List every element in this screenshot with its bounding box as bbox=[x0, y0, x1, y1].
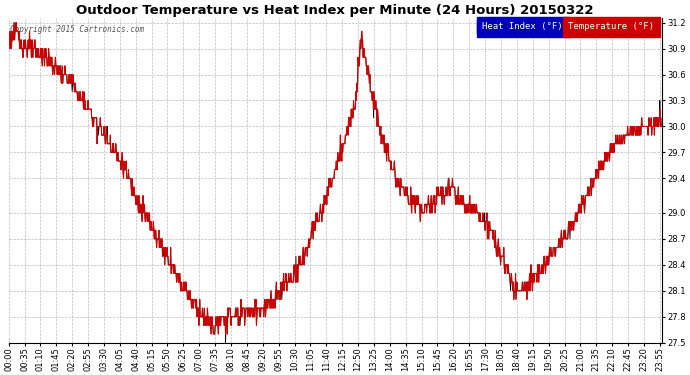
Text: Copyright 2015 Cartronics.com: Copyright 2015 Cartronics.com bbox=[10, 25, 144, 34]
Legend: Heat Index (°F), Temperature (°F): Heat Index (°F), Temperature (°F) bbox=[477, 20, 657, 34]
Title: Outdoor Temperature vs Heat Index per Minute (24 Hours) 20150322: Outdoor Temperature vs Heat Index per Mi… bbox=[77, 4, 594, 17]
